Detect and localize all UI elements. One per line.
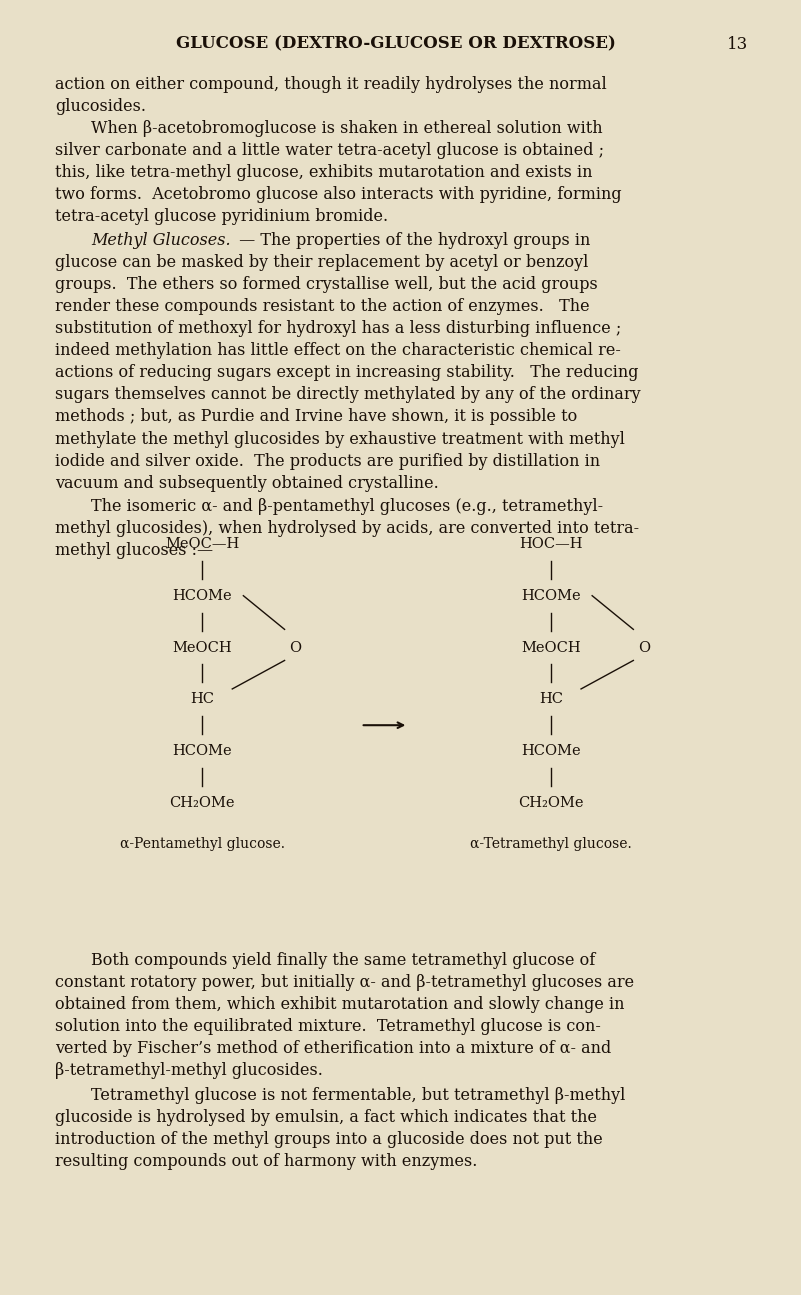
Text: methyl glucoses :—: methyl glucoses :— xyxy=(55,541,214,559)
Text: HC: HC xyxy=(539,693,563,706)
Text: O: O xyxy=(289,641,301,654)
Text: glucosides.: glucosides. xyxy=(55,97,147,115)
Text: glucoside is hydrolysed by emulsin, a fact which indicates that the: glucoside is hydrolysed by emulsin, a fa… xyxy=(55,1109,598,1127)
Text: resulting compounds out of harmony with enzymes.: resulting compounds out of harmony with … xyxy=(55,1153,478,1171)
Text: solution into the equilibrated mixture.  Tetramethyl glucose is con-: solution into the equilibrated mixture. … xyxy=(55,1018,602,1036)
Text: 13: 13 xyxy=(727,35,748,53)
Text: verted by Fischer’s method of etherification into a mixture of α- and: verted by Fischer’s method of etherifica… xyxy=(55,1040,612,1058)
Text: constant rotatory power, but initially α- and β-tetramethyl glucoses are: constant rotatory power, but initially α… xyxy=(55,974,634,992)
Text: HCOMe: HCOMe xyxy=(172,589,232,602)
Text: introduction of the methyl groups into a glucoside does not put the: introduction of the methyl groups into a… xyxy=(55,1131,603,1149)
Text: indeed methylation has little effect on the characteristic chemical re-: indeed methylation has little effect on … xyxy=(55,342,622,360)
Text: iodide and silver oxide.  The products are purified by distillation in: iodide and silver oxide. The products ar… xyxy=(55,452,601,470)
Text: HC: HC xyxy=(190,693,214,706)
Text: tetra-acetyl glucose pyridinium bromide.: tetra-acetyl glucose pyridinium bromide. xyxy=(55,207,388,225)
Text: actions of reducing sugars except in increasing stability.   The reducing: actions of reducing sugars except in inc… xyxy=(55,364,639,382)
Text: CH₂OMe: CH₂OMe xyxy=(518,796,584,809)
Text: glucose can be masked by their replacement by acetyl or benzoyl: glucose can be masked by their replaceme… xyxy=(55,254,589,272)
Text: this, like tetra-methyl glucose, exhibits mutarotation and exists in: this, like tetra-methyl glucose, exhibit… xyxy=(55,163,593,181)
Text: groups.  The ethers so formed crystallise well, but the acid groups: groups. The ethers so formed crystallise… xyxy=(55,276,598,294)
Text: two forms.  Acetobromo glucose also interacts with pyridine, forming: two forms. Acetobromo glucose also inter… xyxy=(55,185,622,203)
Text: silver carbonate and a little water tetra-acetyl glucose is obtained ;: silver carbonate and a little water tetr… xyxy=(55,141,605,159)
Text: α-Pentamethyl glucose.: α-Pentamethyl glucose. xyxy=(119,838,284,851)
Text: vacuum and subsequently obtained crystalline.: vacuum and subsequently obtained crystal… xyxy=(55,474,439,492)
Text: HCOMe: HCOMe xyxy=(521,589,581,602)
Text: CH₂OMe: CH₂OMe xyxy=(169,796,235,809)
Text: substitution of methoxyl for hydroxyl has a less disturbing influence ;: substitution of methoxyl for hydroxyl ha… xyxy=(55,320,622,338)
Text: action on either compound, though it readily hydrolyses the normal: action on either compound, though it rea… xyxy=(55,75,607,93)
Text: HCOMe: HCOMe xyxy=(521,745,581,758)
Text: α-Tetramethyl glucose.: α-Tetramethyl glucose. xyxy=(470,838,632,851)
Text: sugars themselves cannot be directly methylated by any of the ordinary: sugars themselves cannot be directly met… xyxy=(55,386,641,404)
Text: Both compounds yield finally the same tetramethyl glucose of: Both compounds yield finally the same te… xyxy=(91,952,595,970)
Text: MeOCH: MeOCH xyxy=(521,641,581,654)
Text: render these compounds resistant to the action of enzymes.   The: render these compounds resistant to the … xyxy=(55,298,590,316)
Text: methyl glucosides), when hydrolysed by acids, are converted into tetra-: methyl glucosides), when hydrolysed by a… xyxy=(55,519,640,537)
Text: Tetramethyl glucose is not fermentable, but tetramethyl β-methyl: Tetramethyl glucose is not fermentable, … xyxy=(91,1087,626,1105)
Text: Methyl Glucoses.: Methyl Glucoses. xyxy=(91,232,231,250)
Text: β-tetramethyl-methyl glucosides.: β-tetramethyl-methyl glucosides. xyxy=(55,1062,324,1080)
Text: The isomeric α- and β-pentamethyl glucoses (e.g., tetramethyl-: The isomeric α- and β-pentamethyl glucos… xyxy=(91,497,603,515)
Text: O: O xyxy=(638,641,650,654)
Text: HOC—H: HOC—H xyxy=(519,537,582,550)
Text: MeOCH: MeOCH xyxy=(172,641,232,654)
Text: obtained from them, which exhibit mutarotation and slowly change in: obtained from them, which exhibit mutaro… xyxy=(55,996,625,1014)
Text: MeOC—H: MeOC—H xyxy=(165,537,239,550)
Text: HCOMe: HCOMe xyxy=(172,745,232,758)
Text: When β-acetobromoglucose is shaken in ethereal solution with: When β-acetobromoglucose is shaken in et… xyxy=(91,119,603,137)
Text: GLUCOSE (DEXTRO-GLUCOSE OR DEXTROSE): GLUCOSE (DEXTRO-GLUCOSE OR DEXTROSE) xyxy=(176,35,616,53)
Text: — The properties of the hydroxyl groups in: — The properties of the hydroxyl groups … xyxy=(234,232,590,250)
Text: methods ; but, as Purdie and Irvine have shown, it is possible to: methods ; but, as Purdie and Irvine have… xyxy=(55,408,578,426)
Text: methylate the methyl glucosides by exhaustive treatment with methyl: methylate the methyl glucosides by exhau… xyxy=(55,430,626,448)
